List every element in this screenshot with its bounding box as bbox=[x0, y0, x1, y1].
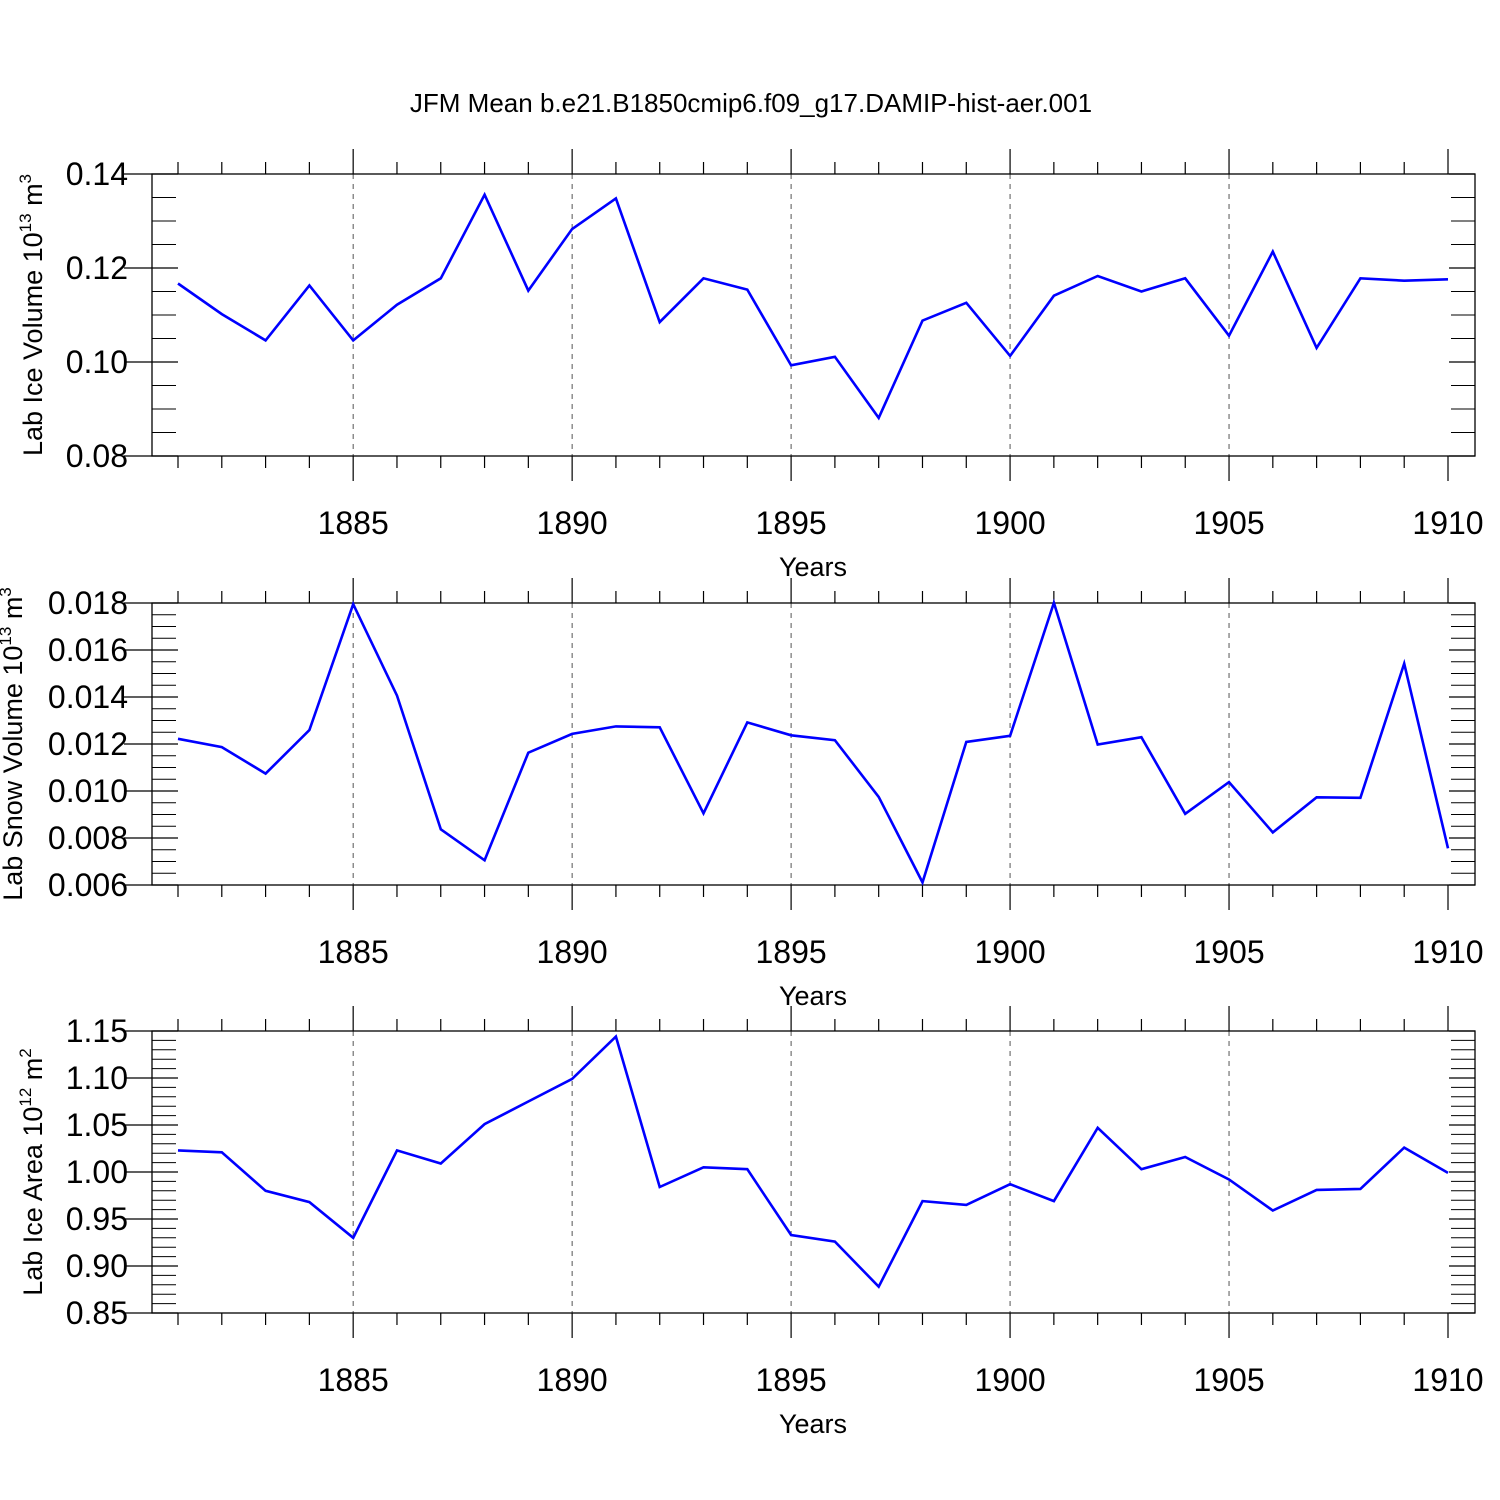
x-tick-label: 1905 bbox=[1193, 505, 1264, 541]
y-axis-label-unit: m bbox=[0, 597, 28, 627]
y-axis-label-unit: m bbox=[18, 183, 48, 213]
y-tick-label: 1.15 bbox=[66, 1013, 128, 1049]
series-line bbox=[177, 191, 1449, 421]
y-axis-label-name: Lab Ice Volume 10 bbox=[18, 232, 48, 456]
x-tick-label: 1900 bbox=[974, 505, 1045, 541]
x-tick-label: 1885 bbox=[318, 1362, 389, 1398]
y-tick-label: 0.12 bbox=[66, 250, 128, 286]
y-tick-label: 0.018 bbox=[48, 585, 128, 621]
y-axis-label-exponent: 13 bbox=[0, 627, 15, 646]
y-tick-label: 0.08 bbox=[66, 438, 128, 474]
x-axis-label: Years bbox=[779, 1409, 847, 1439]
y-tick-label: 0.008 bbox=[48, 820, 128, 856]
x-tick-label: 1910 bbox=[1412, 1362, 1483, 1398]
y-axis-label-name: Lab Ice Area 10 bbox=[18, 1107, 48, 1296]
y-tick-label: 0.010 bbox=[48, 773, 128, 809]
y-tick-label: 0.016 bbox=[48, 632, 128, 668]
y-tick-label: 0.012 bbox=[48, 726, 128, 762]
x-axis-label: Years bbox=[779, 552, 847, 582]
plot-frame bbox=[151, 1030, 1476, 1314]
x-tick-label: 1890 bbox=[537, 505, 608, 541]
y-axis-label-unit-exponent: 3 bbox=[16, 174, 35, 183]
y-axis-label-exponent: 13 bbox=[16, 213, 35, 232]
x-tick-label: 1890 bbox=[537, 1362, 608, 1398]
x-axis-label: Years bbox=[779, 981, 847, 1011]
x-tick-label: 1885 bbox=[318, 505, 389, 541]
x-tick-label: 1885 bbox=[318, 934, 389, 970]
panels: 1885 1890 1895 1900 1905 1910 Years 0.08 0.10 0.1… bbox=[0, 149, 1484, 1439]
y-axis-label-name: Lab Snow Volume 10 bbox=[0, 646, 28, 901]
x-tick-label: 1895 bbox=[756, 505, 827, 541]
series-line bbox=[177, 1034, 1449, 1289]
y-tick-label: 1.10 bbox=[66, 1060, 128, 1096]
y-axis-label: Lab Snow Volume 1013 m3 bbox=[0, 587, 28, 901]
x-tick-label: 1900 bbox=[974, 1362, 1045, 1398]
y-axis-label: Lab Ice Volume 1013 m3 bbox=[16, 174, 48, 456]
y-tick-label: 1.00 bbox=[66, 1154, 128, 1190]
plot-frame bbox=[151, 173, 1476, 457]
y-tick-label: 0.14 bbox=[66, 156, 128, 192]
x-tick-label: 1895 bbox=[756, 934, 827, 970]
panel-1: 1885 1890 1895 1900 1905 1910 Years 0.08 0.10 0.1… bbox=[16, 149, 1484, 582]
y-tick-label: 0.95 bbox=[66, 1201, 128, 1237]
y-axis-label: Lab Ice Area 1012 m2 bbox=[16, 1048, 48, 1296]
y-tick-label: 0.90 bbox=[66, 1248, 128, 1284]
x-tick-label: 1895 bbox=[756, 1362, 827, 1398]
x-tick-label: 1900 bbox=[974, 934, 1045, 970]
series-line bbox=[177, 598, 1450, 886]
y-tick-label: 0.10 bbox=[66, 344, 128, 380]
panel-3: 1885 1890 1895 1900 1905 1910 Years 0.85 0.90 0.9… bbox=[16, 1006, 1484, 1439]
x-tick-label: 1890 bbox=[537, 934, 608, 970]
figure-title: JFM Mean b.e21.B1850cmip6.f09_g17.DAMIP-… bbox=[410, 88, 1092, 118]
y-tick-label: 0.85 bbox=[66, 1295, 128, 1331]
y-axis-label-unit: m bbox=[18, 1058, 48, 1088]
panel-2: 1885 1890 1895 1900 1905 1910 Years 0.006 0.008 0… bbox=[0, 578, 1484, 1011]
x-tick-label: 1905 bbox=[1193, 1362, 1264, 1398]
plot-frame bbox=[151, 602, 1476, 886]
y-tick-label: 0.006 bbox=[48, 867, 128, 903]
y-axis-label-exponent: 12 bbox=[16, 1088, 35, 1107]
x-tick-label: 1910 bbox=[1412, 934, 1483, 970]
y-tick-label: 1.05 bbox=[66, 1107, 128, 1143]
y-axis-label-unit-exponent: 2 bbox=[16, 1048, 35, 1057]
x-tick-label: 1910 bbox=[1412, 505, 1483, 541]
y-tick-label: 0.014 bbox=[48, 679, 128, 715]
x-tick-label: 1905 bbox=[1193, 934, 1264, 970]
y-axis-label-unit-exponent: 3 bbox=[0, 587, 15, 596]
